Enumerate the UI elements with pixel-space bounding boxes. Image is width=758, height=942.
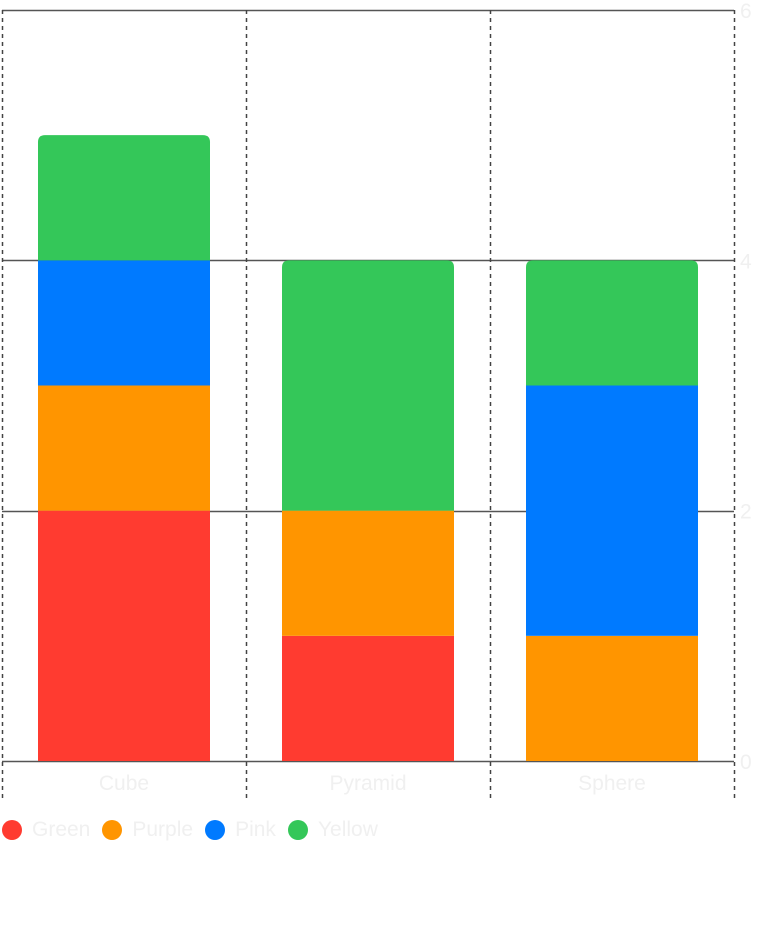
legend-swatch-pink — [205, 820, 226, 840]
bar-pyramid-purple — [282, 510, 454, 636]
bar-pyramid-yellow — [282, 260, 454, 511]
bar-cube-green — [38, 510, 210, 761]
x-tick-label-sphere: Sphere — [578, 772, 646, 795]
y-axis-ticks: 0 2 4 6 — [740, 0, 752, 774]
stacked-bar-chart: 0 2 4 6 Cube Pyramid Sphere — [1, 0, 752, 798]
bar-sphere-yellow — [526, 260, 698, 386]
legend-swatch-green — [2, 820, 22, 840]
bar-cube-purple — [38, 385, 210, 511]
bar-sphere-purple — [526, 635, 698, 761]
legend-item-pink: Pink — [205, 818, 276, 842]
bars — [38, 135, 698, 761]
bar-cube-pink — [38, 260, 210, 386]
legend-label-pink: Pink — [235, 818, 276, 841]
legend: Green Purple Pink Yellow — [2, 818, 390, 842]
y-tick-label-6: 6 — [740, 0, 752, 23]
y-tick-label-4: 4 — [740, 250, 752, 273]
legend-label-green: Green — [32, 818, 91, 841]
bar-cube-yellow — [38, 135, 210, 261]
bar-sphere-pink — [526, 385, 698, 636]
x-tick-label-pyramid: Pyramid — [329, 772, 406, 795]
y-tick-label-0: 0 — [740, 751, 752, 774]
legend-swatch-yellow — [287, 820, 308, 840]
legend-swatch-purple — [102, 820, 123, 840]
bar-pyramid-green — [282, 635, 454, 761]
x-axis-ticks: Cube Pyramid Sphere — [99, 772, 646, 795]
legend-label-yellow: Yellow — [317, 818, 378, 841]
legend-item-yellow: Yellow — [287, 818, 378, 842]
x-tick-label-cube: Cube — [99, 772, 149, 795]
legend-item-green: Green — [2, 818, 90, 842]
y-tick-label-2: 2 — [740, 501, 752, 524]
legend-label-purple: Purple — [132, 818, 194, 841]
vertical-gridlines — [1, 10, 736, 798]
legend-item-purple: Purple — [102, 818, 193, 842]
